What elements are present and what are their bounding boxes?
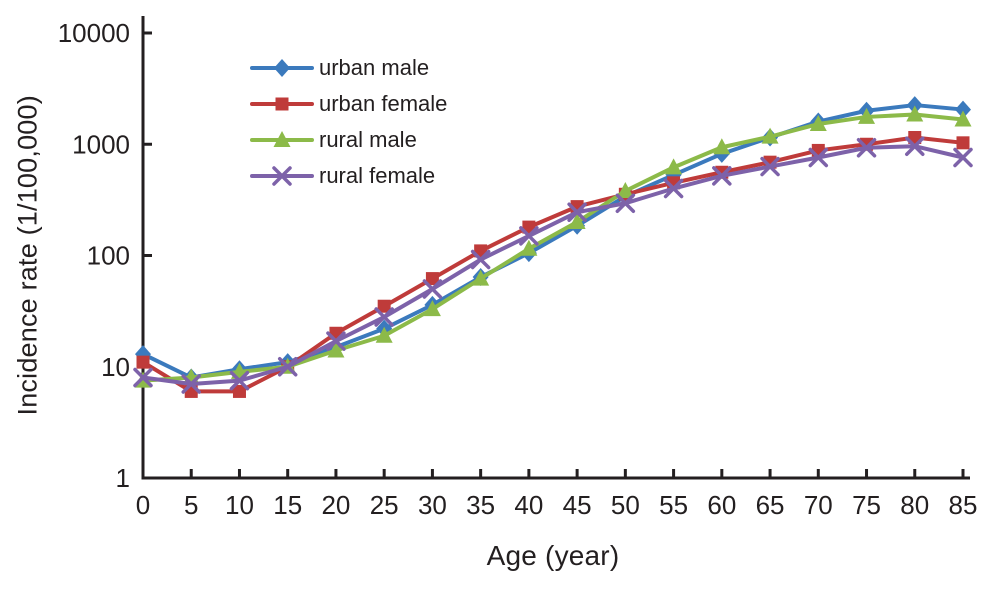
x-tick-label: 25 xyxy=(370,490,399,520)
data-point-marker xyxy=(808,147,829,168)
data-point-marker xyxy=(856,138,877,158)
data-point-marker xyxy=(956,136,970,150)
legend-item-urban-male: urban male xyxy=(250,50,447,86)
data-point-marker xyxy=(713,138,731,155)
data-point-marker xyxy=(905,136,925,156)
data-point-marker xyxy=(272,166,292,186)
rural-female-line-marker-icon xyxy=(250,166,314,186)
data-point-marker xyxy=(760,156,780,177)
x-tick-label: 35 xyxy=(466,490,495,520)
data-point-marker xyxy=(274,59,290,77)
x-tick-label: 20 xyxy=(321,490,350,520)
x-tick-label: 15 xyxy=(273,490,302,520)
data-point-marker xyxy=(326,331,346,351)
x-tick-label: 30 xyxy=(418,490,447,520)
data-point-marker xyxy=(425,272,439,286)
data-point-marker xyxy=(277,357,298,377)
y-tick-label: 10000 xyxy=(58,18,130,48)
legend: urban male urban female rural male rural… xyxy=(250,50,447,194)
data-point-marker xyxy=(520,239,538,256)
series-rural-female xyxy=(133,136,973,394)
x-tick-label: 5 xyxy=(184,490,198,520)
data-point-marker xyxy=(423,300,441,317)
data-point-marker xyxy=(953,147,973,168)
y-tick-label: 1 xyxy=(116,463,130,493)
data-point-marker xyxy=(232,384,246,398)
data-point-marker xyxy=(955,100,971,119)
legend-item-rural-male: rural male xyxy=(250,122,447,158)
data-point-marker xyxy=(275,97,289,111)
data-point-marker xyxy=(615,193,636,213)
x-tick-label: 65 xyxy=(756,490,785,520)
data-point-marker xyxy=(906,96,923,115)
x-tick-label: 50 xyxy=(611,490,640,520)
data-point-marker xyxy=(665,158,683,175)
data-point-marker xyxy=(327,341,345,358)
y-tick-label: 1000 xyxy=(72,129,130,159)
x-tick-label: 55 xyxy=(659,490,688,520)
rural-male-line-marker-icon xyxy=(250,131,314,147)
data-point-marker xyxy=(273,131,291,147)
urban-female-line-marker-icon xyxy=(250,97,314,111)
data-point-marker xyxy=(133,367,153,388)
x-tick-label: 40 xyxy=(514,490,543,520)
x-tick-label: 45 xyxy=(563,490,592,520)
x-tick-label: 70 xyxy=(804,490,833,520)
x-tick-label: 80 xyxy=(900,490,929,520)
data-point-marker xyxy=(229,370,250,391)
x-tick-label: 10 xyxy=(225,490,254,520)
x-axis-title: Age (year) xyxy=(486,540,620,571)
series-line xyxy=(141,103,965,380)
data-point-marker xyxy=(568,213,586,230)
data-point-marker xyxy=(906,105,924,122)
data-point-marker xyxy=(663,178,684,199)
y-tick-label: 10 xyxy=(101,352,130,382)
data-point-marker xyxy=(809,115,827,132)
data-point-marker xyxy=(375,326,393,343)
legend-label-urban-female: urban female xyxy=(319,91,448,116)
data-point-marker xyxy=(470,249,491,270)
data-point-marker xyxy=(374,307,394,327)
y-axis-title: Incidence rate (1/100,000) xyxy=(12,95,43,416)
data-point-marker xyxy=(181,374,201,394)
y-tick-label: 100 xyxy=(87,241,130,271)
data-point-marker xyxy=(616,181,634,198)
data-point-marker xyxy=(422,279,443,299)
data-point-marker xyxy=(136,355,150,369)
x-tick-label: 0 xyxy=(136,490,150,520)
data-point-marker xyxy=(761,127,779,144)
data-point-marker xyxy=(954,110,972,127)
data-point-marker xyxy=(712,166,732,186)
legend-label-urban-male: urban male xyxy=(319,55,430,80)
data-point-marker xyxy=(472,269,490,286)
data-point-marker xyxy=(519,226,539,246)
legend-item-rural-female: rural female xyxy=(250,158,447,194)
data-point-marker xyxy=(567,202,587,222)
legend-item-urban-female: urban female xyxy=(250,86,447,122)
x-tick-label: 85 xyxy=(949,490,978,520)
legend-label-rural-female: rural female xyxy=(319,163,436,188)
legend-label-rural-male: rural male xyxy=(319,127,417,152)
data-point-marker xyxy=(858,107,876,124)
series-line xyxy=(141,144,965,386)
x-tick-label: 75 xyxy=(852,490,881,520)
x-tick-label: 60 xyxy=(707,490,736,520)
urban-male-line-marker-icon xyxy=(250,59,314,77)
data-point-marker xyxy=(377,299,391,313)
